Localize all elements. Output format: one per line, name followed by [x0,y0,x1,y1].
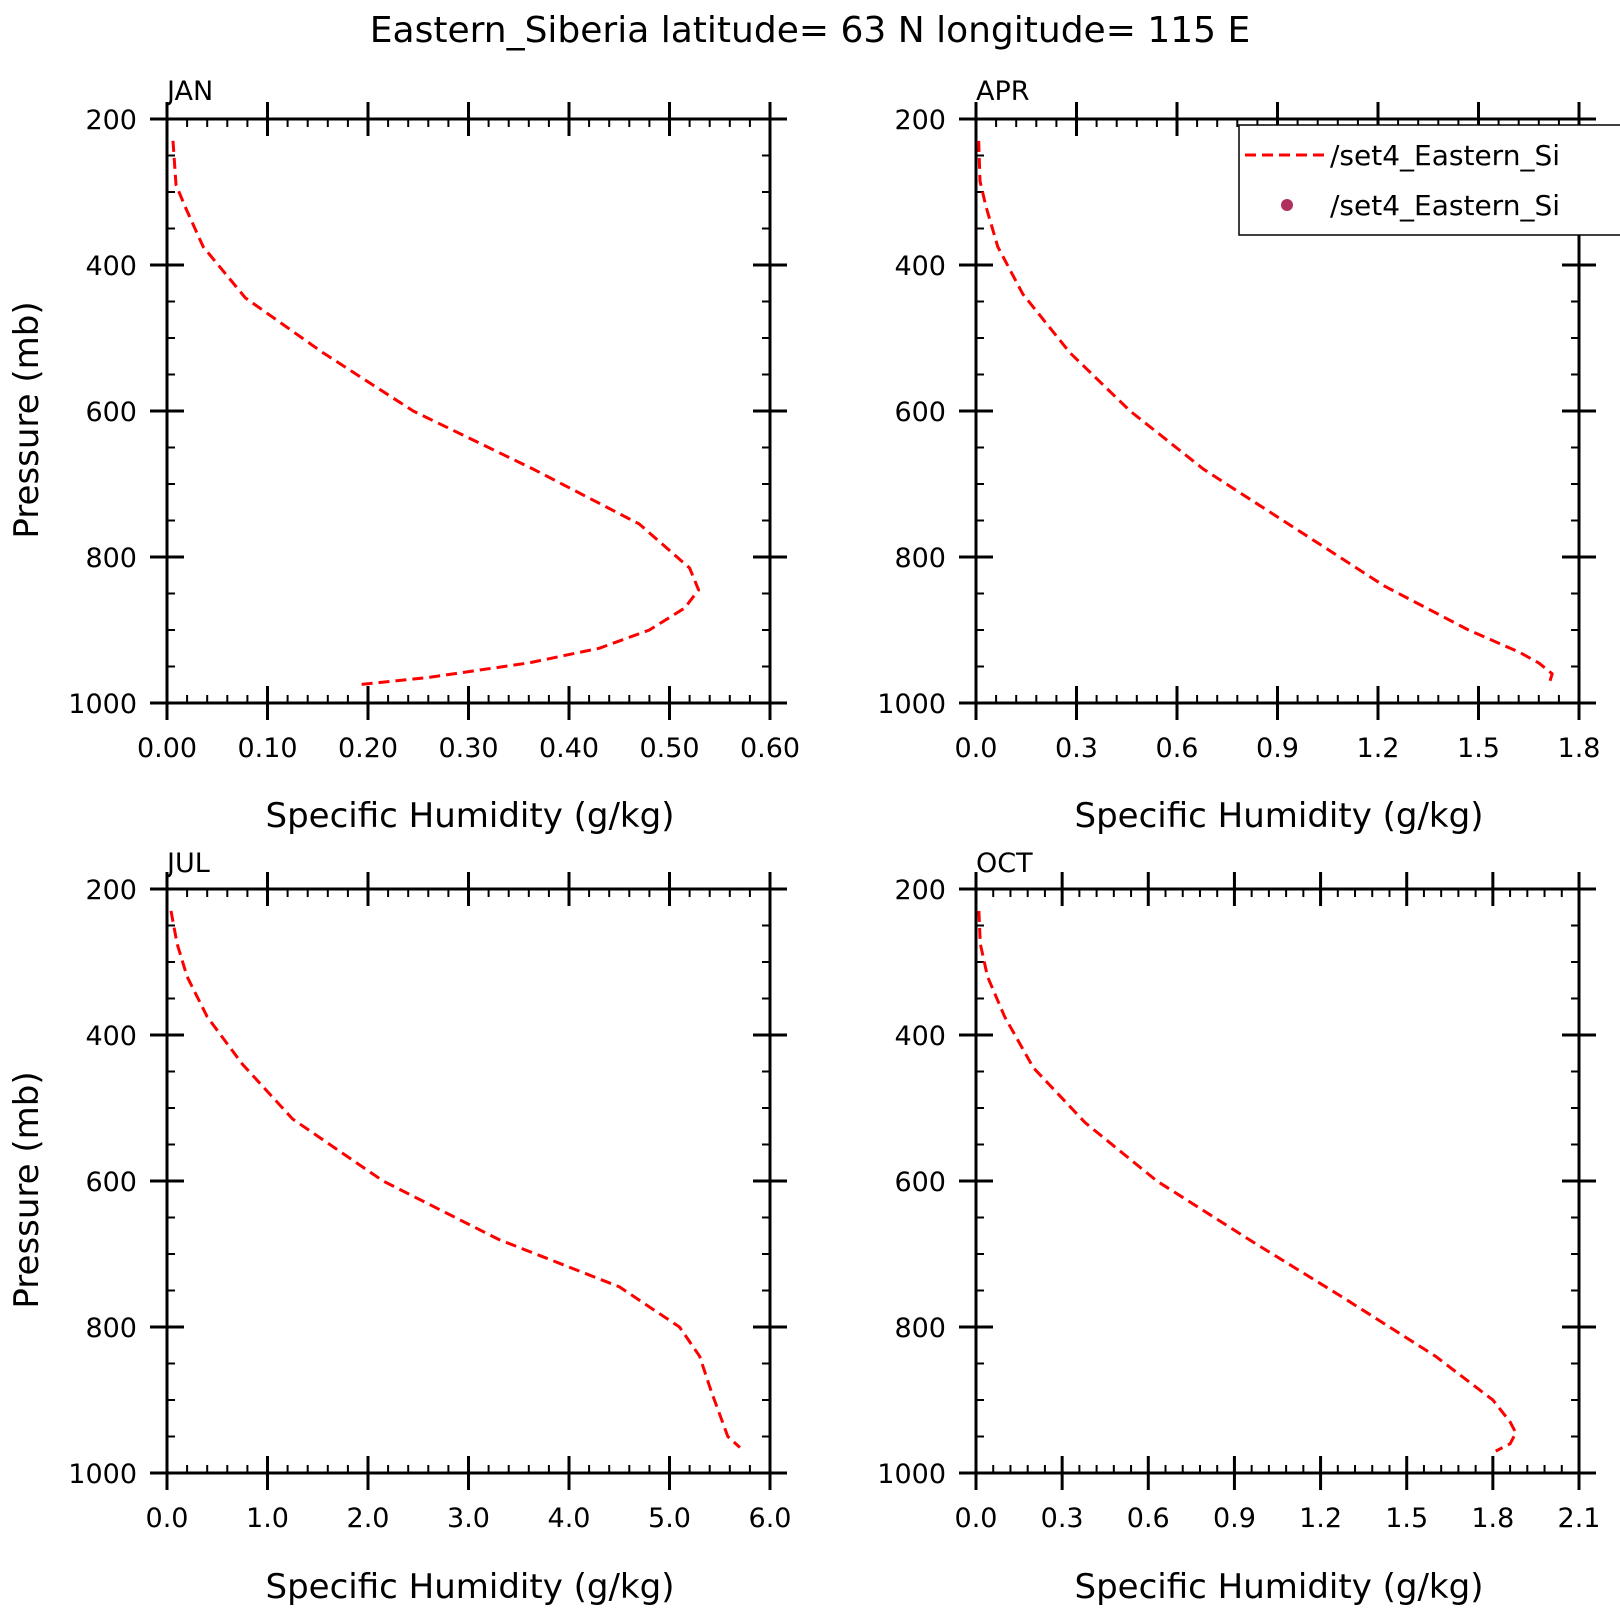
series-line-jan [171,140,701,687]
x-tick-label: 1.5 [1385,1503,1428,1534]
x-tick-label: 0.0 [955,1503,998,1534]
x-tick-label: 3.0 [447,1503,490,1534]
x-tick-label: 0.00 [137,733,197,764]
x-tick-label: 2.1 [1558,1503,1601,1534]
y-tick-label: 600 [85,397,137,428]
x-tick-label: 0.0 [146,1503,189,1534]
x-tick-label: 5.0 [648,1503,691,1534]
panel-oct: OCT Specific Humidity (g/kg) 0.0 0.3 0.6 0.… [877,848,1600,1607]
legend-entry-1-label: /set4_Eastern_Si [1330,139,1560,172]
legend-entry-2-label: /set4_Eastern_Si [1330,189,1560,222]
legend-box [1238,124,1620,236]
x-axis-label-oct: Specific Humidity (g/kg) [1075,1567,1484,1607]
x-tick-label: 2.0 [347,1503,390,1534]
x-tick-label: 0.60 [740,733,800,764]
x-tick-label: 0.20 [338,733,398,764]
y-axis-label-jan: Pressure (mb) [7,301,47,538]
y-tick-label: 600 [894,397,946,428]
x-tick-label: 0.10 [237,733,297,764]
x-axis-label-jan: Specific Humidity (g/kg) [266,796,675,836]
x-tick-label: 0.3 [1055,733,1098,764]
x-tick-label: 0.6 [1156,733,1199,764]
x-tick-label: 0.30 [438,733,498,764]
figure-title: Eastern_Siberia latitude= 63 N longitude… [370,10,1250,51]
y-tick-label: 800 [85,1313,137,1344]
series-line-oct [977,910,1518,1453]
series-line-apr [977,140,1554,686]
y-axis-label-jul: Pressure (mb) [7,1071,47,1308]
x-tick-label: 1.2 [1299,1503,1342,1534]
x-tick-label: 0.6 [1127,1503,1170,1534]
x-tick-label: 1.0 [246,1503,289,1534]
x-tick-label: 1.8 [1471,1503,1514,1534]
y-tick-label: 800 [85,543,137,574]
x-tick-label: 0.9 [1256,733,1299,764]
panel-jul: JUL Specific Humidity (g/kg) Pressure (m… [7,848,791,1607]
panel-label-jul: JUL [165,848,210,879]
x-tick-label: 6.0 [749,1503,792,1534]
x-tick-label: 1.2 [1357,733,1400,764]
y-tick-label: 1000 [877,689,946,720]
legend: /set4_Eastern_Si /set4_Eastern_Si [1238,124,1620,236]
y-tick-label: 200 [85,875,137,906]
panel-jan: JAN Specific Humidity (g/kg) Pressure (m… [7,76,800,836]
y-tick-label: 400 [894,1021,946,1052]
x-tick-label: 0.50 [639,733,699,764]
x-tick-label: 0.0 [955,733,998,764]
x-tick-label: 1.5 [1457,733,1500,764]
panel-label-oct: OCT [976,848,1033,879]
plot-frame-jul [165,887,772,1475]
plot-frame-jan [165,117,772,705]
x-tick-label: 4.0 [548,1503,591,1534]
y-tick-label: 1000 [877,1459,946,1490]
y-tick-label: 200 [894,875,946,906]
y-tick-label: 200 [894,105,946,136]
y-tick-label: 1000 [68,1459,137,1490]
panel-label-apr: APR [976,76,1030,107]
y-tick-label: 600 [894,1167,946,1198]
y-tick-label: 800 [894,1313,946,1344]
y-tick-label: 400 [85,251,137,282]
y-tick-label: 400 [894,251,946,282]
x-tick-label: 0.40 [539,733,599,764]
y-tick-label: 400 [85,1021,137,1052]
panel-apr: APR Specific Humidity (g/kg) 0.0 0.3 0.6 0.… [877,76,1600,836]
plot-frame-oct [974,887,1581,1475]
x-tick-label: 0.3 [1041,1503,1084,1534]
legend-dot-swatch [1281,199,1293,211]
x-tick-label: 0.9 [1213,1503,1256,1534]
y-tick-label: 1000 [68,689,137,720]
y-tick-label: 800 [894,543,946,574]
x-axis-label-apr: Specific Humidity (g/kg) [1075,796,1484,836]
y-tick-label: 200 [85,105,137,136]
x-tick-label: 1.8 [1558,733,1601,764]
x-axis-label-jul: Specific Humidity (g/kg) [266,1567,675,1607]
y-tick-label: 600 [85,1167,137,1198]
panel-label-jan: JAN [165,76,213,107]
series-line-jul [169,910,741,1449]
